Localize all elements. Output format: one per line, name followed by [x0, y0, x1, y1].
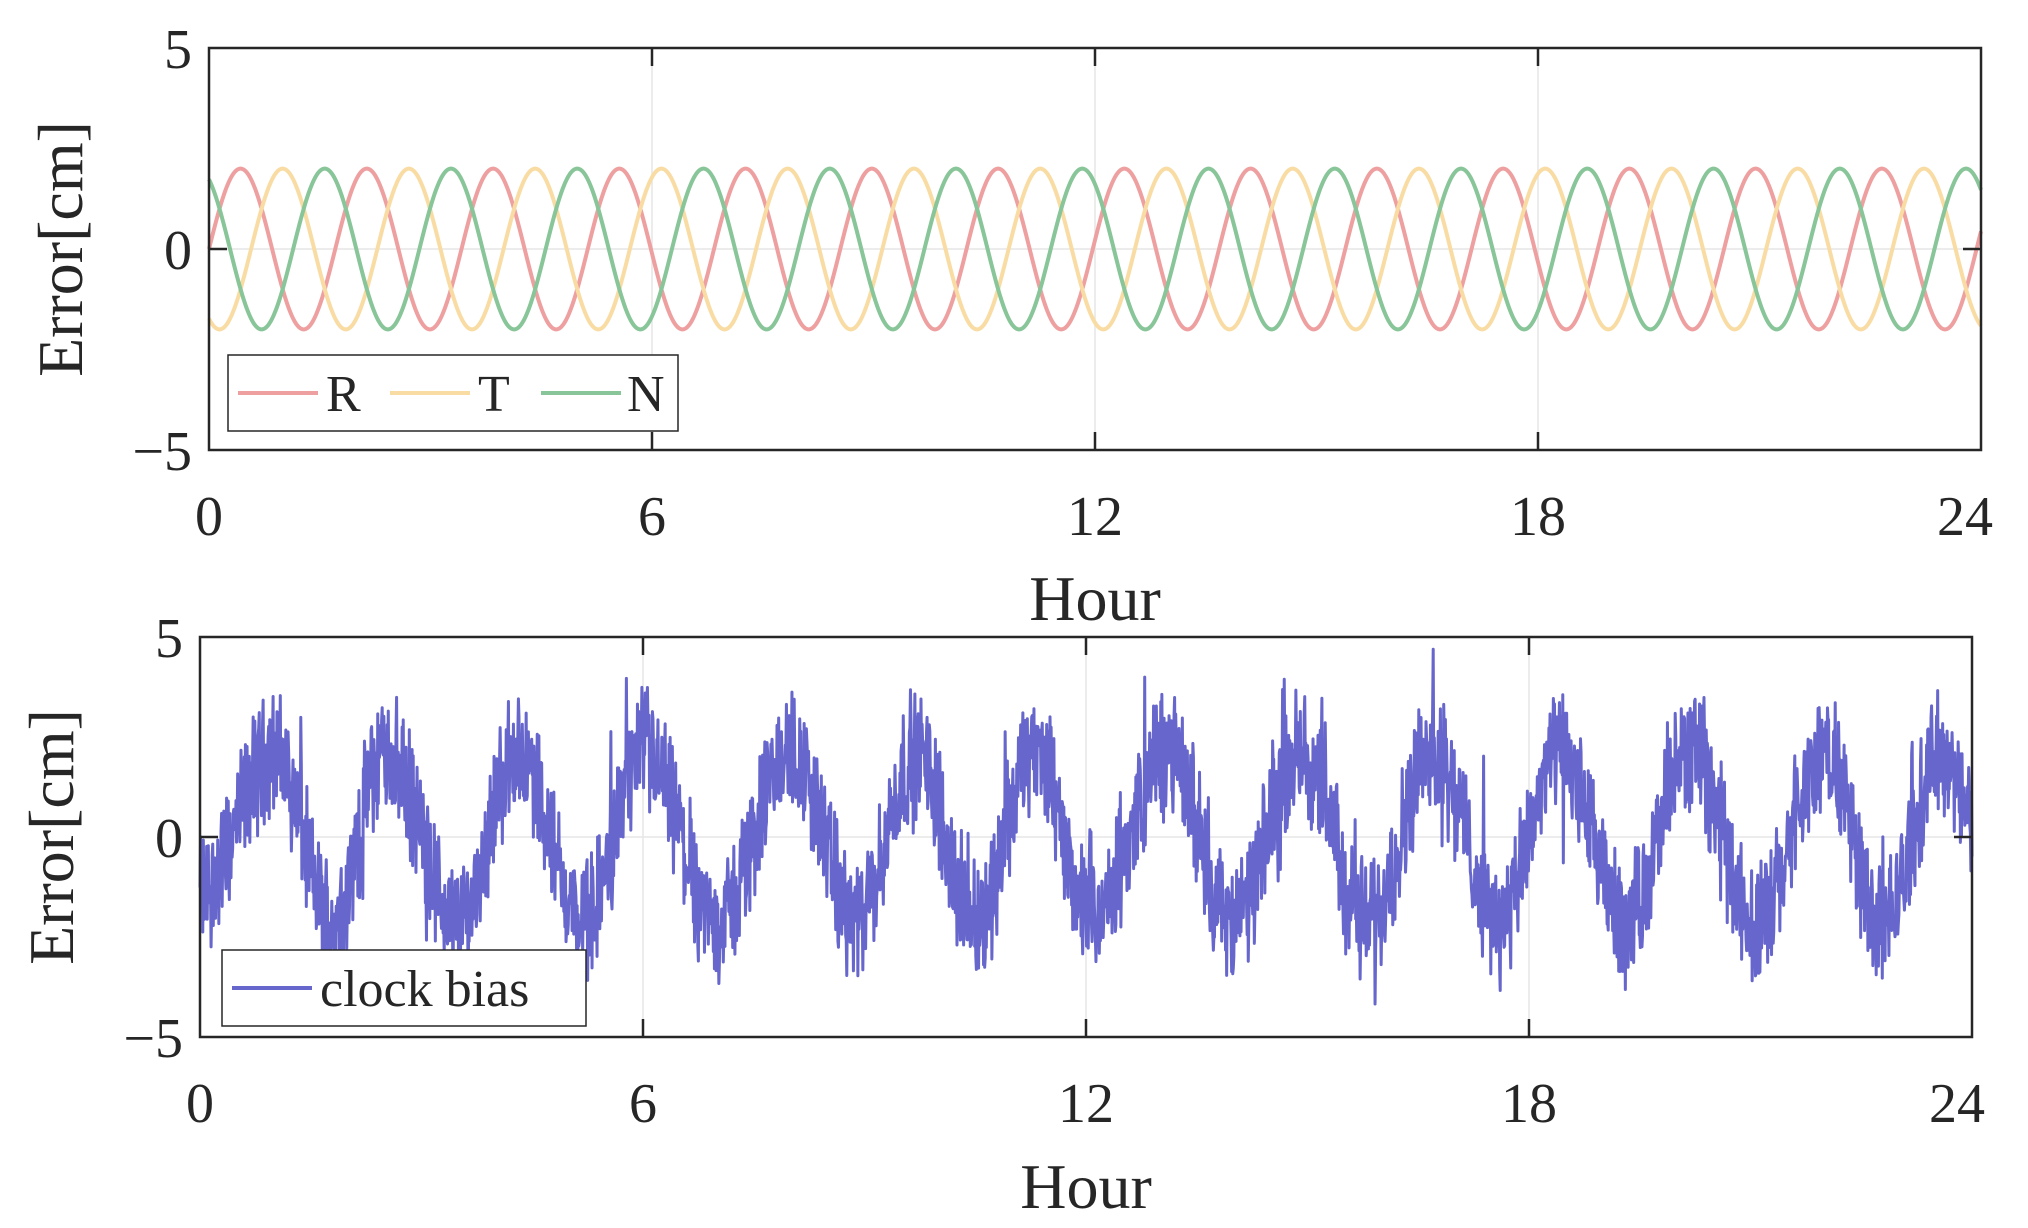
rtn-legend: R T N	[227, 354, 679, 432]
clock-xtick-6: 6	[629, 1073, 657, 1135]
rtn-xtick-18: 18	[1510, 486, 1566, 548]
clock-xtick-12: 12	[1058, 1073, 1114, 1135]
clock-ytick-neg5: −5	[123, 1008, 183, 1070]
rtn-series-line-r	[207, 166, 1983, 332]
rtn-ytick-neg5: −5	[132, 421, 192, 483]
clock-series-line-clock-bias	[198, 647, 1974, 1006]
clock-panel: 5 0 −5 0 6 12 18 24 Hour Error[cm] clock…	[16, 608, 1985, 1222]
clock-xtick-24: 24	[1929, 1073, 1985, 1135]
clock-x-tick-labels: 0 6 12 18 24	[186, 1073, 1985, 1135]
clock-ytick-5: 5	[155, 608, 183, 670]
rtn-series-line-n	[207, 166, 1983, 332]
rtn-x-tick-labels: 0 6 12 18 24	[195, 486, 1993, 548]
clock-series-lines	[198, 647, 1974, 1006]
rtn-xtick-0: 0	[195, 486, 223, 548]
rtn-ytick-5: 5	[164, 19, 192, 81]
clock-xtick-0: 0	[186, 1073, 214, 1135]
clock-legend-label: clock bias	[320, 961, 529, 1018]
rtn-ticks	[209, 48, 1981, 450]
rtn-y-tick-labels: 5 0 −5	[132, 19, 192, 483]
rtn-xtick-12: 12	[1067, 486, 1123, 548]
rtn-legend-label-t: T	[478, 366, 510, 423]
clock-ytick-0: 0	[155, 808, 183, 870]
rtn-y-axis-label: Error[cm]	[25, 121, 96, 377]
rtn-series-line-t	[207, 166, 1983, 332]
rtn-x-axis-label: Hour	[1029, 563, 1161, 634]
rtn-series-lines	[207, 166, 1983, 332]
clock-legend: clock bias	[221, 949, 587, 1027]
rtn-legend-label-r: R	[326, 366, 361, 423]
rtn-xtick-6: 6	[638, 486, 666, 548]
clock-y-axis-label: Error[cm]	[16, 709, 87, 965]
clock-xtick-18: 18	[1501, 1073, 1557, 1135]
clock-y-tick-labels: 5 0 −5	[123, 608, 183, 1070]
rtn-ytick-0: 0	[164, 220, 192, 282]
rtn-panel: 5 0 −5 0 6 12 18 24 Hour Error[cm] R T N	[25, 19, 1993, 634]
clock-x-axis-label: Hour	[1020, 1151, 1152, 1222]
clock-ticks	[200, 637, 1972, 1037]
rtn-xtick-24: 24	[1937, 486, 1993, 548]
rtn-legend-label-n: N	[627, 366, 665, 423]
